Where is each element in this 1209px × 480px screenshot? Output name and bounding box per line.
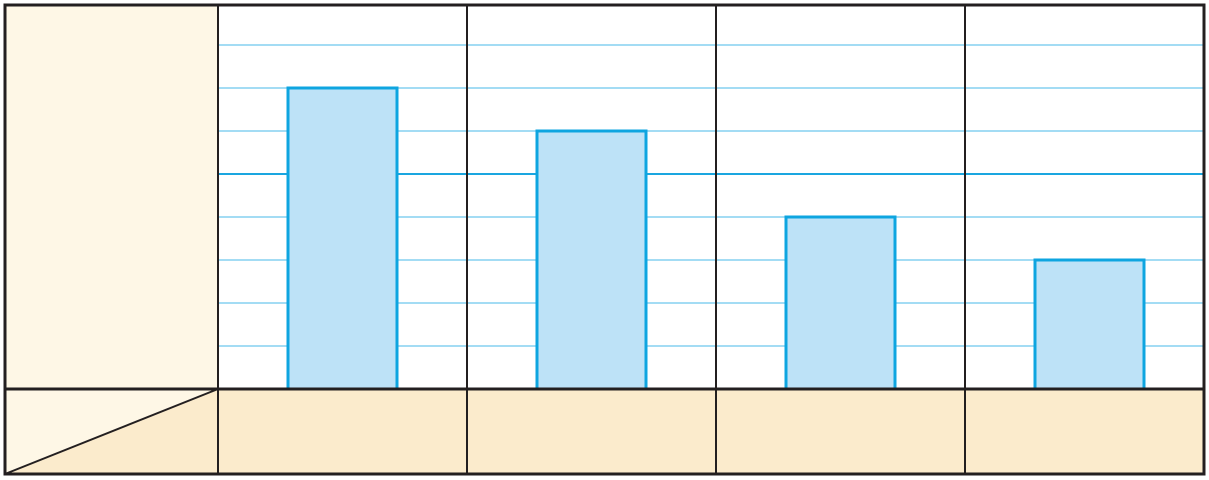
category-label-row [218,389,1204,474]
bar-3 [784,215,897,391]
bars [286,86,1146,391]
corner-diagonal [4,388,219,475]
table-frame [3,3,1206,476]
row-header-panel [5,5,218,389]
bar-2 [535,129,648,391]
bar-1 [286,86,399,391]
outer-border [3,3,1206,476]
bar-4 [1033,258,1146,391]
